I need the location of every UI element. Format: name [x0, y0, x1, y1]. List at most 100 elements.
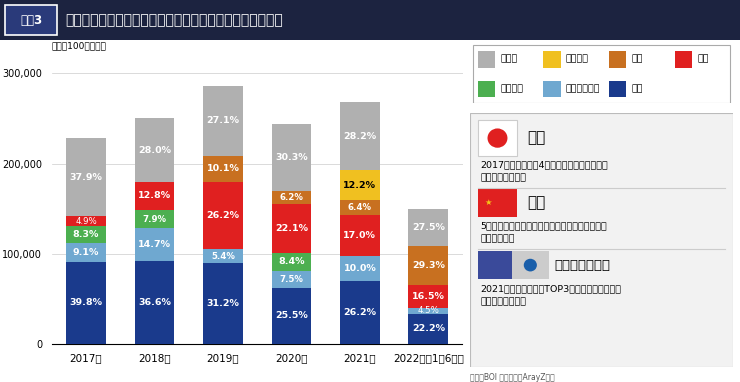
Text: 14.7%: 14.7%: [138, 240, 171, 249]
Text: 7.9%: 7.9%: [143, 215, 166, 224]
Text: シンガポール: シンガポール: [566, 84, 600, 93]
Text: 6.4%: 6.4%: [348, 203, 371, 212]
Text: 台湾: 台湾: [631, 55, 643, 63]
Bar: [408, 285, 448, 308]
Text: その他: その他: [500, 55, 517, 63]
Text: 22.2%: 22.2%: [411, 324, 445, 333]
Text: 5年前と比較すると、投資が急増。今後の動向に: 5年前と比較すると、投資が急増。今後の動向に: [480, 221, 607, 230]
Bar: [272, 204, 312, 253]
Bar: [66, 226, 106, 243]
Text: 25.5%: 25.5%: [275, 311, 308, 320]
Bar: [543, 51, 560, 68]
Text: 12.2%: 12.2%: [343, 181, 377, 189]
Text: 10.0%: 10.0%: [343, 264, 376, 273]
Text: 6.2%: 6.2%: [280, 193, 303, 202]
FancyBboxPatch shape: [478, 120, 517, 156]
Text: 22.1%: 22.1%: [275, 224, 308, 233]
Text: 7.5%: 7.5%: [280, 275, 303, 284]
Text: 2021年にアメリカがTOP3入り。台湾は自動車: 2021年にアメリカがTOP3入り。台湾は自動車: [480, 285, 622, 294]
Bar: [135, 228, 175, 261]
Text: 8.3%: 8.3%: [73, 230, 99, 239]
Text: 図表3: 図表3: [20, 13, 42, 27]
Circle shape: [524, 259, 537, 272]
Text: 37.9%: 37.9%: [70, 173, 102, 182]
Bar: [675, 51, 692, 68]
Bar: [272, 191, 312, 204]
Text: 12.8%: 12.8%: [138, 191, 171, 201]
Bar: [543, 81, 560, 97]
Text: 30.3%: 30.3%: [275, 153, 308, 162]
Text: 29.3%: 29.3%: [412, 261, 445, 270]
Bar: [408, 314, 448, 344]
Bar: [203, 182, 243, 249]
Text: 出所：BOI 資料を基にArayZ作成: 出所：BOI 資料を基にArayZ作成: [470, 373, 555, 382]
Bar: [135, 118, 175, 181]
Text: 28.2%: 28.2%: [343, 132, 377, 141]
Text: ★: ★: [485, 198, 492, 207]
Bar: [66, 262, 106, 344]
Text: 10.1%: 10.1%: [206, 164, 239, 173]
Bar: [408, 308, 448, 314]
Text: の大型案件で急増: の大型案件で急増: [480, 298, 526, 306]
Text: オランダ: オランダ: [500, 84, 523, 93]
Text: 4.5%: 4.5%: [417, 306, 440, 315]
Text: 28.0%: 28.0%: [138, 146, 171, 155]
Bar: [66, 138, 106, 216]
Text: 39.8%: 39.8%: [70, 298, 103, 308]
Circle shape: [488, 128, 508, 148]
Text: 単位：100万バーツ: 単位：100万バーツ: [52, 41, 107, 50]
Text: 4.9%: 4.9%: [75, 217, 97, 226]
Bar: [5, 5, 57, 35]
Bar: [272, 271, 312, 288]
Bar: [340, 102, 380, 170]
Bar: [66, 216, 106, 226]
Text: アメリカ・台湾: アメリカ・台湾: [554, 259, 610, 272]
Text: 5.4%: 5.4%: [211, 252, 235, 261]
Bar: [609, 51, 626, 68]
Bar: [135, 181, 175, 210]
Text: 中国: 中国: [697, 55, 709, 63]
FancyBboxPatch shape: [473, 45, 730, 102]
FancyBboxPatch shape: [512, 251, 549, 279]
Text: 17.0%: 17.0%: [343, 231, 376, 240]
Text: 中国: 中国: [528, 195, 546, 210]
Bar: [272, 288, 312, 344]
FancyBboxPatch shape: [478, 189, 517, 217]
Text: 16.5%: 16.5%: [412, 292, 445, 301]
Text: 26.2%: 26.2%: [206, 211, 240, 220]
Bar: [609, 81, 626, 97]
Bar: [340, 280, 380, 344]
Bar: [408, 246, 448, 285]
Bar: [66, 243, 106, 262]
Bar: [340, 215, 380, 256]
Bar: [135, 210, 175, 228]
Text: 外国資本によるタイへの直接投資額の推移（認可ベース）: 外国資本によるタイへの直接投資額の推移（認可ベース）: [65, 13, 283, 27]
Text: 27.5%: 27.5%: [412, 223, 445, 232]
Text: 9.1%: 9.1%: [73, 248, 99, 257]
Bar: [340, 170, 380, 200]
Text: 日本: 日本: [528, 131, 546, 146]
Bar: [272, 124, 312, 191]
Bar: [203, 86, 243, 156]
Bar: [340, 256, 380, 280]
Text: 36.6%: 36.6%: [138, 298, 171, 307]
Bar: [135, 261, 175, 344]
FancyBboxPatch shape: [470, 113, 733, 367]
Text: 2017年は日本が約4割を占めていたが現在は: 2017年は日本が約4割を占めていたが現在は: [480, 160, 608, 169]
Bar: [272, 253, 312, 271]
Bar: [340, 200, 380, 215]
Text: アメリカ: アメリカ: [566, 55, 589, 63]
Text: 他国に押され気味: 他国に押され気味: [480, 173, 526, 182]
Text: 日本: 日本: [631, 84, 643, 93]
Bar: [203, 156, 243, 182]
FancyBboxPatch shape: [478, 251, 514, 279]
Bar: [408, 209, 448, 246]
Text: 注目が集まる: 注目が集まる: [480, 234, 515, 243]
Bar: [478, 51, 495, 68]
Text: 31.2%: 31.2%: [206, 299, 239, 308]
Bar: [203, 249, 243, 263]
Text: 26.2%: 26.2%: [343, 308, 377, 317]
Text: 27.1%: 27.1%: [206, 117, 240, 125]
Bar: [478, 81, 495, 97]
Text: 8.4%: 8.4%: [278, 257, 305, 267]
